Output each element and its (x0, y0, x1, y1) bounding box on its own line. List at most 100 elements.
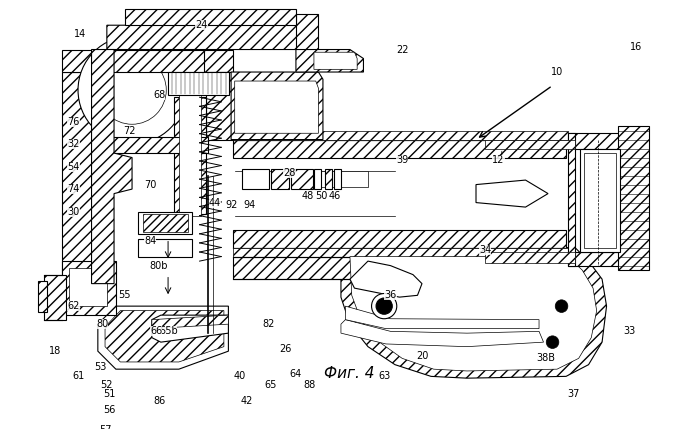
Text: 12: 12 (492, 155, 505, 165)
Circle shape (555, 300, 568, 312)
Circle shape (372, 293, 397, 319)
Text: Фиг. 4: Фиг. 4 (324, 366, 374, 381)
Text: 84: 84 (144, 236, 156, 246)
Text: 55b: 55b (159, 326, 178, 336)
Polygon shape (345, 306, 539, 329)
Polygon shape (235, 81, 319, 133)
Polygon shape (105, 311, 224, 362)
Text: 61: 61 (72, 372, 84, 381)
Polygon shape (485, 139, 575, 148)
Text: 51: 51 (103, 390, 116, 399)
Text: 36: 36 (384, 290, 396, 300)
Polygon shape (107, 49, 204, 72)
Polygon shape (94, 70, 111, 162)
Text: 66: 66 (150, 326, 162, 336)
Polygon shape (125, 9, 296, 25)
Text: 22: 22 (396, 45, 408, 54)
Bar (314, 169, 321, 189)
Bar (584, 153, 616, 248)
Text: 40: 40 (234, 372, 246, 381)
Polygon shape (476, 180, 548, 207)
Text: 54: 54 (67, 162, 80, 172)
Text: 46: 46 (329, 191, 341, 201)
Text: 42: 42 (240, 396, 252, 406)
Bar (62, 261, 116, 315)
Text: 37: 37 (567, 390, 579, 399)
Polygon shape (231, 72, 323, 139)
Text: 86: 86 (153, 396, 165, 406)
Text: 72: 72 (123, 126, 136, 136)
Bar (38, 281, 47, 312)
Text: 18: 18 (48, 346, 61, 356)
Text: 62: 62 (67, 301, 80, 311)
Polygon shape (233, 257, 377, 279)
Text: 65: 65 (264, 381, 277, 390)
Bar (233, 157, 566, 230)
Text: 20: 20 (416, 350, 428, 361)
Text: 82: 82 (263, 319, 275, 329)
Bar (179, 90, 201, 216)
Text: 92: 92 (225, 200, 237, 210)
Circle shape (78, 36, 186, 144)
Text: 24: 24 (195, 20, 208, 30)
Text: 64: 64 (290, 369, 302, 379)
Polygon shape (485, 252, 575, 263)
Circle shape (85, 43, 179, 137)
Text: 94: 94 (243, 200, 255, 210)
Polygon shape (233, 139, 566, 157)
Polygon shape (341, 248, 607, 378)
Circle shape (546, 336, 559, 348)
Bar (325, 169, 332, 189)
Text: 14: 14 (73, 29, 86, 39)
Polygon shape (62, 72, 107, 306)
Text: 39: 39 (396, 155, 408, 165)
Polygon shape (107, 25, 314, 49)
Text: 80b: 80b (150, 260, 168, 271)
Text: 53: 53 (94, 363, 107, 372)
Polygon shape (568, 252, 620, 266)
Polygon shape (619, 126, 649, 270)
Text: 57: 57 (99, 426, 111, 429)
Text: 32: 32 (67, 139, 80, 149)
Text: 50: 50 (315, 191, 327, 201)
Polygon shape (92, 49, 132, 284)
Text: 52: 52 (101, 381, 113, 390)
Polygon shape (143, 214, 188, 232)
Polygon shape (314, 52, 357, 69)
Polygon shape (138, 239, 192, 257)
Text: 56: 56 (103, 405, 116, 415)
Polygon shape (138, 211, 192, 234)
Polygon shape (296, 13, 319, 49)
Bar (174, 97, 206, 214)
Circle shape (376, 298, 392, 314)
Bar (242, 169, 269, 189)
Text: 30: 30 (67, 207, 80, 217)
Text: 10: 10 (551, 67, 563, 77)
Text: 34: 34 (479, 245, 491, 255)
Polygon shape (152, 315, 229, 329)
Text: 38B: 38B (537, 353, 556, 363)
Text: 88: 88 (303, 381, 315, 390)
Text: 44: 44 (209, 198, 221, 208)
Text: 28: 28 (283, 168, 296, 178)
Bar (333, 169, 341, 189)
Bar (579, 148, 620, 252)
Polygon shape (152, 315, 229, 342)
Circle shape (98, 56, 166, 124)
Text: 70: 70 (144, 180, 157, 190)
Text: 80: 80 (96, 319, 108, 329)
Polygon shape (98, 306, 229, 369)
Polygon shape (62, 49, 233, 72)
Bar (314, 171, 368, 187)
Text: 55: 55 (119, 290, 131, 300)
Polygon shape (350, 257, 597, 371)
Polygon shape (568, 133, 575, 266)
Polygon shape (233, 130, 568, 139)
Polygon shape (233, 230, 566, 248)
Text: 26: 26 (279, 344, 291, 354)
Bar (291, 169, 313, 189)
Polygon shape (233, 248, 568, 257)
Polygon shape (206, 72, 233, 139)
Polygon shape (350, 261, 422, 297)
Text: 33: 33 (623, 326, 635, 336)
